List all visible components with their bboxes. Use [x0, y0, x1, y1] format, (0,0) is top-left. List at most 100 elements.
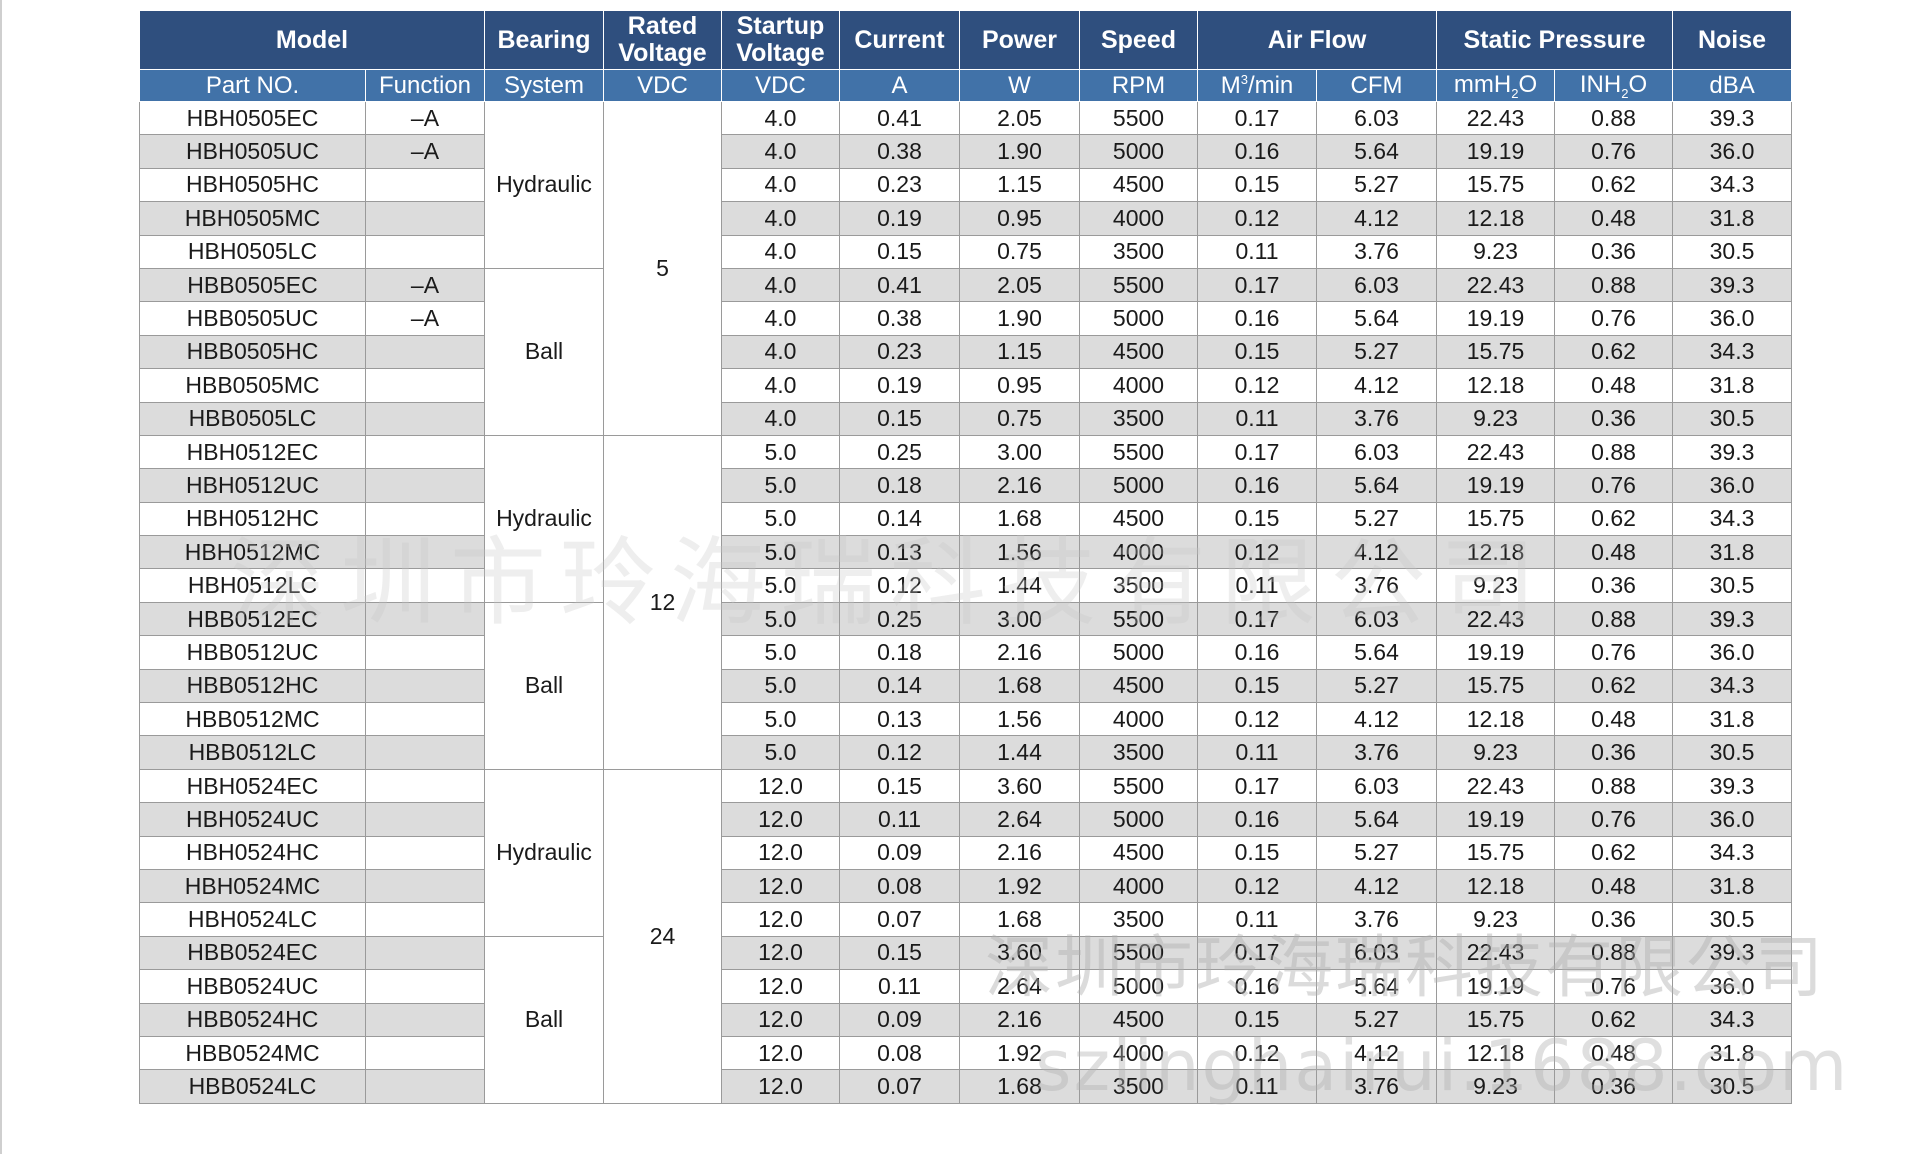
cell-function [365, 601, 485, 637]
cell-power: 2.05 [959, 100, 1080, 136]
cell-startup-voltage: 4.0 [721, 267, 840, 303]
subheader-pressure-inh2o: INH2O [1554, 69, 1674, 102]
cell-power: 3.00 [959, 434, 1080, 470]
cell-current: 0.23 [839, 167, 960, 203]
cell-pressure-mmh2o: 9.23 [1436, 234, 1556, 269]
cell-current: 0.19 [839, 201, 960, 236]
unit-inh: INH [1579, 70, 1622, 98]
table-row: HBH0524EC Hydraulic 24 12.0 0.15 3.60 5500 0.17… [139, 768, 1793, 1104]
cell-pressure-mmh2o: 19.19 [1436, 802, 1556, 837]
cell-airflow-m3min: 0.17 [1197, 768, 1317, 804]
cell-function [365, 835, 485, 870]
cell-part-no: HBB0524UC [139, 969, 366, 1004]
cell-pressure-inh2o: 0.36 [1554, 1069, 1674, 1104]
subheader-current-unit: A [839, 69, 960, 102]
cell-power: 1.56 [959, 535, 1080, 570]
cell-current: 0.08 [839, 1035, 960, 1071]
col-header-model: Model [139, 10, 485, 70]
cell-function [365, 434, 485, 470]
cell-current: 0.18 [839, 468, 960, 503]
cell-speed: 5000 [1079, 301, 1198, 336]
table-row: HBH0512UC 5.0 0.18 2.16 5000 0.16 5.64 19.19 0.7… [139, 468, 1793, 503]
cell-pressure-mmh2o: 15.75 [1436, 668, 1556, 704]
cell-startup-voltage: 5.0 [721, 702, 840, 737]
cell-noise: 39.3 [1672, 434, 1793, 470]
bearing-system-cell: Ball [484, 267, 604, 436]
cell-pressure-inh2o: 0.36 [1554, 902, 1674, 937]
cell-pressure-inh2o: 0.36 [1554, 401, 1674, 436]
cell-airflow-cfm: 6.03 [1315, 935, 1438, 971]
rated-voltage-cell: 5 [603, 101, 722, 436]
cell-power: 1.68 [959, 668, 1080, 704]
table-row: HBH0512LC 5.0 0.12 1.44 3500 0.11 3.76 9.23 0.36… [139, 568, 1793, 603]
cell-speed: 4000 [1079, 368, 1198, 403]
cell-function: –A [365, 134, 485, 169]
cell-function [365, 768, 485, 804]
cell-part-no: HBB0505MC [139, 368, 366, 403]
table-row: HBH0524UC 12.0 0.11 2.64 5000 0.16 5.64 19.19 0.… [139, 802, 1793, 837]
cell-noise: 30.5 [1672, 1069, 1793, 1104]
cell-current: 0.15 [839, 768, 960, 804]
cell-startup-voltage: 5.0 [721, 635, 840, 670]
table-row: HBB0524UC 12.0 0.11 2.64 5000 0.16 5.64 19.19 0.… [139, 969, 1793, 1004]
cell-part-no: HBH0512UC [139, 468, 366, 503]
cell-pressure-inh2o: 0.36 [1554, 735, 1674, 770]
cell-noise: 39.3 [1672, 935, 1793, 971]
cell-startup-voltage: 5.0 [721, 434, 840, 470]
cell-pressure-inh2o: 0.76 [1554, 134, 1674, 169]
unit-mmh-sub: 2 [1511, 85, 1519, 101]
cell-pressure-inh2o: 0.62 [1554, 1002, 1674, 1037]
cell-pressure-mmh2o: 12.18 [1436, 368, 1556, 403]
cell-power: 0.95 [959, 368, 1080, 403]
cell-airflow-m3min: 0.12 [1197, 868, 1317, 904]
table-row: HBB0524EC Ball 12.0 0.15 3.60 5500 0.17 6.03 22.… [139, 935, 1793, 1104]
bearing-system-cell: Hydraulic [484, 434, 604, 603]
cell-speed: 5000 [1079, 802, 1198, 837]
cell-function [365, 735, 485, 770]
cell-speed: 4500 [1079, 167, 1198, 203]
cell-pressure-mmh2o: 19.19 [1436, 301, 1556, 336]
col-header-rated-voltage: Rated Voltage [603, 10, 722, 70]
cell-part-no: HBH0505EC [139, 100, 366, 136]
cell-noise: 39.3 [1672, 267, 1793, 303]
cell-part-no: HBH0505MC [139, 201, 366, 236]
cell-part-no: HBB0512UC [139, 635, 366, 670]
cell-startup-voltage: 4.0 [721, 134, 840, 169]
cell-part-no: HBH0512EC [139, 434, 366, 470]
cell-power: 1.44 [959, 568, 1080, 603]
cell-airflow-m3min: 0.16 [1197, 301, 1317, 336]
cell-power: 1.68 [959, 1069, 1080, 1104]
col-header-noise: Noise [1672, 10, 1793, 70]
bearing-system-cell: Hydraulic [484, 101, 604, 269]
cell-function [365, 334, 485, 370]
cell-power: 0.75 [959, 401, 1080, 436]
cell-noise: 34.3 [1672, 835, 1793, 870]
cell-airflow-cfm: 5.64 [1315, 969, 1438, 1004]
cell-power: 2.16 [959, 1002, 1080, 1037]
table-row: HBH0505MC 4.0 0.19 0.95 4000 0.12 4.12 12.18 0.4… [139, 201, 1793, 236]
cell-current: 0.15 [839, 401, 960, 436]
col-header-bearing: Bearing [484, 10, 604, 70]
cell-pressure-mmh2o: 12.18 [1436, 702, 1556, 737]
cell-startup-voltage: 4.0 [721, 301, 840, 336]
bearing-system-cell: Hydraulic [484, 768, 604, 937]
cell-noise: 36.0 [1672, 802, 1793, 837]
cell-power: 1.90 [959, 301, 1080, 336]
cell-part-no: HBH0524EC [139, 768, 366, 804]
cell-airflow-m3min: 0.11 [1197, 568, 1317, 603]
table-row: HBB0505EC –A Ball 4.0 0.41 2.05 5500 0.17 6.03 22… [139, 267, 1793, 436]
col-header-air-flow: Air Flow [1196, 10, 1438, 70]
cell-function [365, 1035, 485, 1071]
cell-airflow-cfm: 5.64 [1315, 802, 1438, 837]
subheader-system: System [484, 69, 604, 102]
cell-power: 2.64 [959, 969, 1080, 1004]
table-row: HBB0512LC 5.0 0.12 1.44 3500 0.11 3.76 9.23 0.36… [139, 735, 1793, 770]
table-row: HBB0505MC 4.0 0.19 0.95 4000 0.12 4.12 12.18 0.4… [139, 368, 1793, 403]
cell-part-no: HBB0524EC [139, 935, 366, 971]
cell-airflow-m3min: 0.11 [1197, 401, 1317, 436]
cell-noise: 39.3 [1672, 100, 1793, 136]
subheader-airflow-cfm: CFM [1315, 69, 1438, 102]
cell-function [365, 802, 485, 837]
cell-startup-voltage: 4.0 [721, 334, 840, 370]
table-row: HBH0512MC 5.0 0.13 1.56 4000 0.12 4.12 12.18 0.4… [139, 535, 1793, 570]
